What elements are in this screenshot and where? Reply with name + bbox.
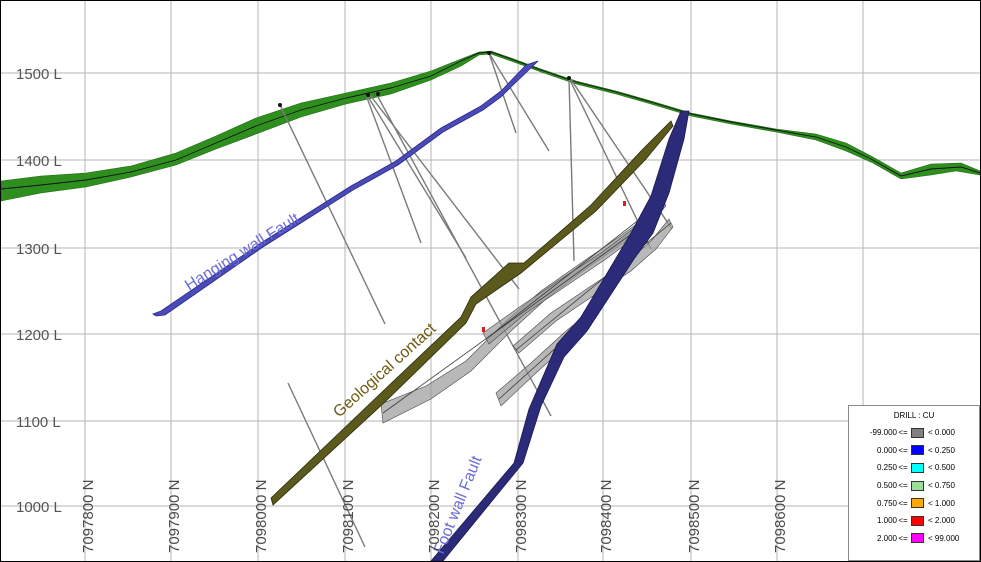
legend-item: 2.000 <= < 99.000 xyxy=(849,530,979,548)
legend-swatch xyxy=(911,515,924,526)
topography-surface xyxy=(1,50,980,202)
legend-item-high: < 0.250 xyxy=(928,445,955,455)
legend-item-high: < 1.000 xyxy=(928,498,955,508)
foot-wall-fault xyxy=(430,110,690,561)
legend-swatch xyxy=(911,533,924,544)
legend-swatch xyxy=(911,480,924,491)
legend-item-low: 2.000 xyxy=(876,533,897,543)
legend-item: -99.000 <= < 0.000 xyxy=(849,424,979,442)
legend-item-operator: <= xyxy=(898,445,908,455)
legend-item-operator: <= xyxy=(898,481,908,491)
legend-item-low: 1.000 xyxy=(876,516,897,526)
assay-interval-high-grade xyxy=(623,201,626,206)
topography-profile-line xyxy=(1,51,980,190)
northing-label-7098400: 7098400 N xyxy=(598,480,615,553)
northing-label-7098600: 7098600 N xyxy=(772,480,789,553)
legend-swatch xyxy=(911,462,924,473)
northing-label-7098200: 7098200 N xyxy=(426,480,443,553)
legend-item-high: < 0.750 xyxy=(928,481,955,491)
drillhole-trace xyxy=(382,224,645,414)
legend-drill-cu: DRILL : CU -99.000 <= < 0.000 0.000 <= <… xyxy=(848,405,980,561)
legend-swatch xyxy=(911,427,924,438)
elev-label-1500: 1500 L xyxy=(16,66,62,83)
drillhole-trace xyxy=(568,77,575,262)
legend-item: 1.000 <= < 2.000 xyxy=(849,512,979,530)
legend-item: 0.750 <= < 1.000 xyxy=(849,494,979,512)
legend-item-low: -99.000 xyxy=(869,428,897,438)
drillhole-trace xyxy=(515,222,672,351)
hanging-wall-fault-label: Hanging wall Fault xyxy=(182,210,303,294)
drillhole-trace xyxy=(485,200,664,340)
elev-label-1200: 1200 L xyxy=(16,327,62,344)
hanging-wall-fault xyxy=(152,60,539,317)
drillhole-trace xyxy=(488,52,550,152)
geological-contact xyxy=(270,120,674,506)
legend-item-operator: <= xyxy=(898,533,908,543)
elev-label-1000: 1000 L xyxy=(16,499,62,516)
northing-label-7098300: 7098300 N xyxy=(513,480,530,553)
legend-item-operator: <= xyxy=(898,498,908,508)
legend-item-low: 0.000 xyxy=(876,445,897,455)
drillhole-trace xyxy=(279,104,386,325)
legend-title: DRILL : CU xyxy=(893,411,935,420)
legend-item-high: < 99.000 xyxy=(928,533,960,543)
drillhole-collar xyxy=(278,103,282,107)
legend-item: 0.000 <= < 0.250 xyxy=(849,442,979,460)
drillhole-collars xyxy=(278,51,571,107)
legend-item-high: < 2.000 xyxy=(928,516,955,526)
elev-label-1100: 1100 L xyxy=(16,414,61,431)
legend-item-low: 0.750 xyxy=(876,498,897,508)
legend-swatch xyxy=(911,498,924,509)
legend-item-high: < 0.500 xyxy=(928,463,955,473)
legend-item-high: < 0.000 xyxy=(928,428,955,438)
drillhole-trace xyxy=(287,382,366,548)
elev-label-1400: 1400 L xyxy=(16,153,62,170)
legend-item-operator: <= xyxy=(898,516,908,526)
legend-item-low: 0.500 xyxy=(876,481,897,491)
legend-swatch xyxy=(911,445,924,456)
drillhole-collar xyxy=(487,51,491,55)
drillhole-trace xyxy=(365,94,422,244)
northing-labels: 7097800 N 7097900 N 7098000 N 7098100 N … xyxy=(80,480,789,553)
elevation-labels: 1500 L 1400 L 1300 L 1200 L 1100 L 1000 … xyxy=(16,66,62,516)
legend-item: 0.250 <= < 0.500 xyxy=(849,459,979,477)
assay-interval-high-grade xyxy=(482,327,485,332)
drillhole-collar xyxy=(376,92,380,96)
northing-label-7097800: 7097800 N xyxy=(80,480,97,553)
drillhole-trace xyxy=(366,94,467,259)
legend-item-operator: <= xyxy=(898,463,908,473)
drillhole-collar xyxy=(366,93,370,97)
northing-label-7098000: 7098000 N xyxy=(253,480,270,553)
assay-intervals xyxy=(482,201,626,332)
northing-label-7098100: 7098100 N xyxy=(340,480,357,553)
northing-label-7098500: 7098500 N xyxy=(686,480,703,553)
drillhole-collar xyxy=(567,76,571,80)
legend-item: 0.500 <= < 0.750 xyxy=(849,477,979,495)
northing-label-7097900: 7097900 N xyxy=(166,480,183,553)
elev-label-1300: 1300 L xyxy=(16,241,62,258)
drillhole-trace xyxy=(376,94,552,417)
legend-item-operator: <= xyxy=(898,428,908,438)
legend-item-low: 0.250 xyxy=(876,463,897,473)
